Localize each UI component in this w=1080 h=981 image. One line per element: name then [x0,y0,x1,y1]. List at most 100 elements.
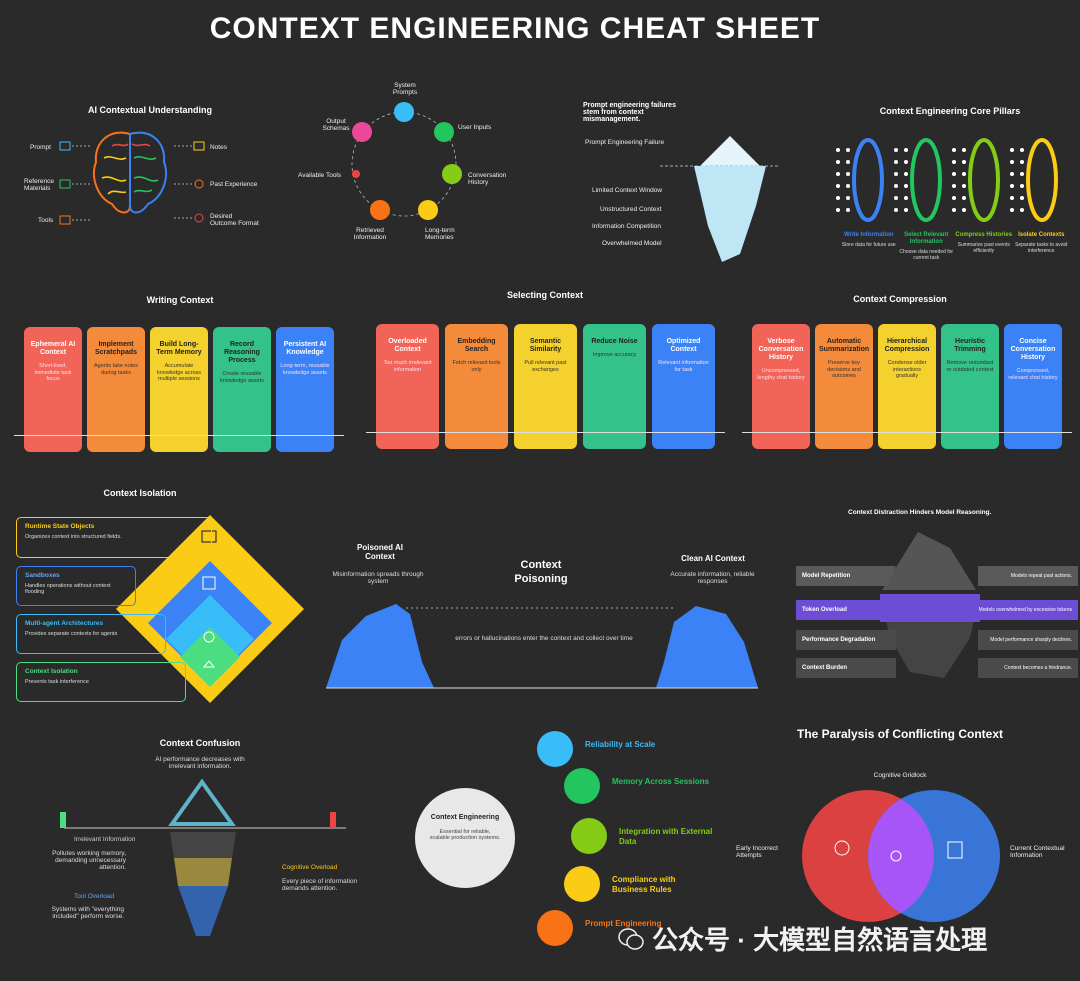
writing-card-desc: Accumulate knowledge across multiple ses… [156,363,202,383]
writing-card-4: Record Reasoning Process Create reusable … [213,327,271,452]
confusion-cognitive-title: Cognitive Overload [282,864,338,871]
iceberg-illustration [660,136,780,262]
pillar-write: Write Information [843,232,894,238]
cycle-node-longterm [418,200,438,220]
pillar-dot [846,148,850,152]
cycle-node-system [394,102,414,122]
pillar-dot [1010,160,1014,164]
pillar-dot [1020,148,1024,152]
writing-card-2: Implement Scratchpads Agents take notes d… [87,327,145,452]
pillar-dot [836,160,840,164]
pillar-dot [846,196,850,200]
cycle-conversation: Conversation History [468,172,507,186]
distraction-title: Context Distraction Hinders Model Reason… [848,509,992,516]
pillars-graphic [836,138,1058,222]
pillar-dot [962,160,966,164]
confusion-funnel [60,778,346,936]
pillar-dot [904,160,908,164]
ctx-notes: Notes [210,144,227,151]
compression-card-3: Hierarchical Compression Condense older i… [878,324,936,449]
distraction-row-4-left: Context Burden [796,658,896,678]
writing-ground-line [14,435,344,436]
distraction-repetition-desc: Models repeat past actions. [1010,573,1072,579]
compression-card-desc: Remove redundant or outdated context [946,360,994,373]
engineering-item-4: Compliance with Business Rules [612,875,676,894]
cycle-node-user [434,122,454,142]
pillar-dot [846,208,850,212]
pillar-dot [962,196,966,200]
poison-bridge-text: errors or hallucinations enter the conte… [455,635,633,642]
pillar-dot [1020,172,1024,176]
iso-context-title: Context Isolation [25,668,78,675]
compression-card-desc: Condense older interactions gradually [887,360,927,380]
pillar-compress: Compress Histories [955,232,1013,238]
pillars-labels: Write Information Store data for future u… [840,232,1070,261]
iso-multiagent-desc: Provides separate contexts for agents [25,631,118,637]
cycle-user-inputs: User Inputs [458,124,492,131]
confusion-cognitive-desc: Every piece of information demands atten… [282,878,358,892]
pillar-dot [894,208,898,212]
confusion-tool-title: Tool Overload [74,893,115,900]
iso-sandboxes-title: Sandboxes [25,572,60,579]
distraction-repetition: Model Repetition [802,573,851,579]
paralysis-right: Current Contextual Information [1010,845,1065,859]
compression-card-title: Verbose Conversation History [758,338,804,362]
selecting-card-title: Optimized Context [666,338,701,354]
selecting-card-desc: Fetch relevant tools only [452,360,501,373]
writing-card-desc: Short-lived, immediate task focus [34,363,72,383]
pillar-dot [962,208,966,212]
cycle-node-conversation [442,164,462,184]
cycle-longterm: Long-term Memories [425,227,455,241]
compression-card-2: Automatic Summarization Preserve key deci… [815,324,873,449]
pillar-dot [846,160,850,164]
wechat-icon [618,927,644,950]
poison-cliffs [326,604,758,689]
iceberg-competition: Information Competition [592,223,662,230]
cycle-node-tools [352,170,360,178]
distraction-performance-desc: Model performance sharply declines. [990,637,1072,643]
cycle-output-schemas: Output Schemas [322,118,350,132]
pillar-dot [1020,196,1024,200]
engineering-item-1: Reliability at Scale [585,740,656,749]
pillar-dot [836,208,840,212]
engineering-center-desc: Essential for reliable, scalable product… [429,829,501,841]
writing-title: Writing Context [146,295,214,305]
pillar-isolate: Isolate Contexts [1018,232,1065,238]
pillar-dot [1010,184,1014,188]
poison-right-title: Clean AI Context [681,554,745,563]
cycle-available-tools: Available Tools [298,172,342,179]
pillar-dot [962,148,966,152]
selecting-card-1: Overloaded Context Too much irrelevant in… [376,324,439,449]
engineering-center: Context Engineering Essential for reliab… [415,788,515,888]
compression-card-title: Heuristic Trimming [954,338,986,354]
cycle-node-retrieved [370,200,390,220]
pillar-dot [952,160,956,164]
ai-understanding-title: AI Contextual Understanding [87,105,212,115]
pillar-dot [894,160,898,164]
iso-runtime-desc: Organizes context into structured fields… [25,534,122,540]
iso-runtime: Runtime State Objects Organizes context i… [16,517,212,558]
pillar-ring-4 [1026,138,1058,222]
compression-card-title: Automatic Summarization [819,338,870,354]
pillar-dot [904,172,908,176]
pillar-dot [1020,184,1024,188]
pillar-dot [894,196,898,200]
distraction-token: Token Overload [802,607,847,613]
pillar-dot [904,184,908,188]
writing-card-desc: Create reusable knowledge assets [220,371,264,384]
selecting-card-title: Overloaded Context [388,338,427,354]
distraction-row-3-left: Performance Degradation [796,630,896,650]
pillar-dot [836,184,840,188]
pillar-dot [904,196,908,200]
selecting-card-desc: Too much irrelevant information [383,360,432,373]
pillar-dot [952,172,956,176]
compression-card-title: Hierarchical Compression [884,338,930,354]
isolation-title: Context Isolation [103,488,177,498]
iso-sandboxes: Sandboxes Handles operations without cont… [16,566,136,606]
writing-card-title: Build Long-Term Memory [156,341,202,357]
writing-card-title: Record Reasoning Process [224,341,260,365]
selecting-title: Selecting Context [506,290,583,300]
engineering-item-5: Prompt Engineering [585,919,662,928]
selecting-card-4: Reduce Noise Improve accuracy [583,324,646,449]
poison-left-desc: Misinformation spreads through system [332,571,424,585]
